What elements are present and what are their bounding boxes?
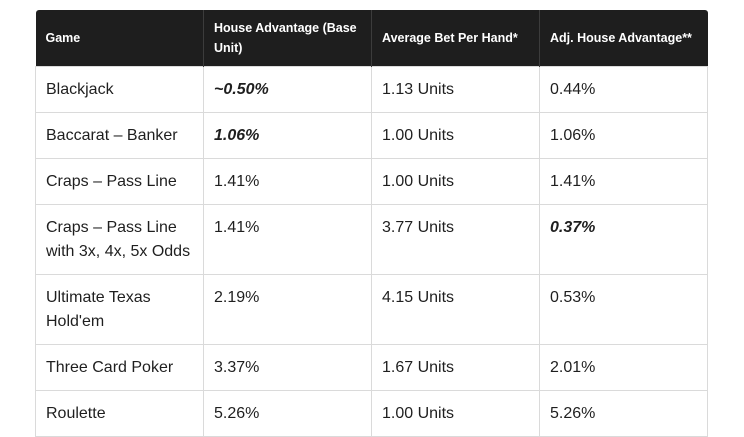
cell-average-bet: 4.15 Units (371, 273, 540, 345)
cell-average-bet: 1.00 Units (371, 389, 540, 437)
table-row: Ultimate Texas Hold'em 2.19% 4.15 Units … (35, 273, 708, 345)
cell-adj-house-advantage: 1.41% (539, 157, 708, 205)
header-average-bet: Average Bet Per Hand* (371, 10, 540, 66)
header-row: Game House Advantage (Base Unit) Average… (35, 10, 708, 66)
table-row: Craps – Pass Line 1.41% 1.00 Units 1.41% (35, 157, 708, 205)
cell-house-advantage: 5.26% (203, 389, 372, 437)
table-row: Roulette 5.26% 1.00 Units 5.26% (35, 389, 708, 437)
table-row: Craps – Pass Line with 3x, 4x, 5x Odds 1… (35, 203, 708, 275)
header-game: Game (35, 10, 204, 66)
table-row: Blackjack ~0.50% 1.13 Units 0.44% (35, 65, 708, 113)
cell-game: Craps – Pass Line (35, 157, 204, 205)
table-row: Baccarat – Banker 1.06% 1.00 Units 1.06% (35, 111, 708, 159)
house-edge-table: Game House Advantage (Base Unit) Average… (35, 10, 708, 437)
cell-adj-house-advantage: 5.26% (539, 389, 708, 437)
cell-game: Ultimate Texas Hold'em (35, 273, 204, 345)
header-house-advantage: House Advantage (Base Unit) (203, 10, 372, 66)
table-header: Game House Advantage (Base Unit) Average… (35, 10, 708, 66)
cell-adj-house-advantage: 0.44% (539, 65, 708, 113)
cell-average-bet: 1.00 Units (371, 157, 540, 205)
cell-house-advantage: 3.37% (203, 343, 372, 391)
cell-house-advantage: 1.41% (203, 203, 372, 275)
header-adj-house-advantage: Adj. House Advantage** (550, 30, 692, 45)
cell-average-bet: 1.00 Units (371, 111, 540, 159)
cell-house-advantage: 1.41% (203, 157, 372, 205)
cell-game: Baccarat – Banker (35, 111, 204, 159)
cell-game: Craps – Pass Line with 3x, 4x, 5x Odds (35, 203, 204, 275)
cell-house-advantage: ~0.50% (203, 65, 372, 113)
cell-adj-house-advantage: 0.37% (539, 203, 708, 275)
casino-house-edge-table-container: Game House Advantage (Base Unit) Average… (35, 10, 708, 437)
cell-adj-house-advantage: 1.06% (539, 111, 708, 159)
cell-average-bet: 1.67 Units (371, 343, 540, 391)
cell-game: Roulette (35, 389, 204, 437)
cell-average-bet: 1.13 Units (371, 65, 540, 113)
table-body: Blackjack ~0.50% 1.13 Units 0.44% Baccar… (35, 65, 708, 437)
table-row: Three Card Poker 3.37% 1.67 Units 2.01% (35, 343, 708, 391)
cell-house-advantage: 2.19% (203, 273, 372, 345)
cell-game: Three Card Poker (35, 343, 204, 391)
cell-game: Blackjack (35, 65, 204, 113)
cell-average-bet: 3.77 Units (371, 203, 540, 275)
cell-house-advantage: 1.06% (203, 111, 372, 159)
cell-adj-house-advantage: 0.53% (539, 273, 708, 345)
cell-adj-house-advantage: 2.01% (539, 343, 708, 391)
